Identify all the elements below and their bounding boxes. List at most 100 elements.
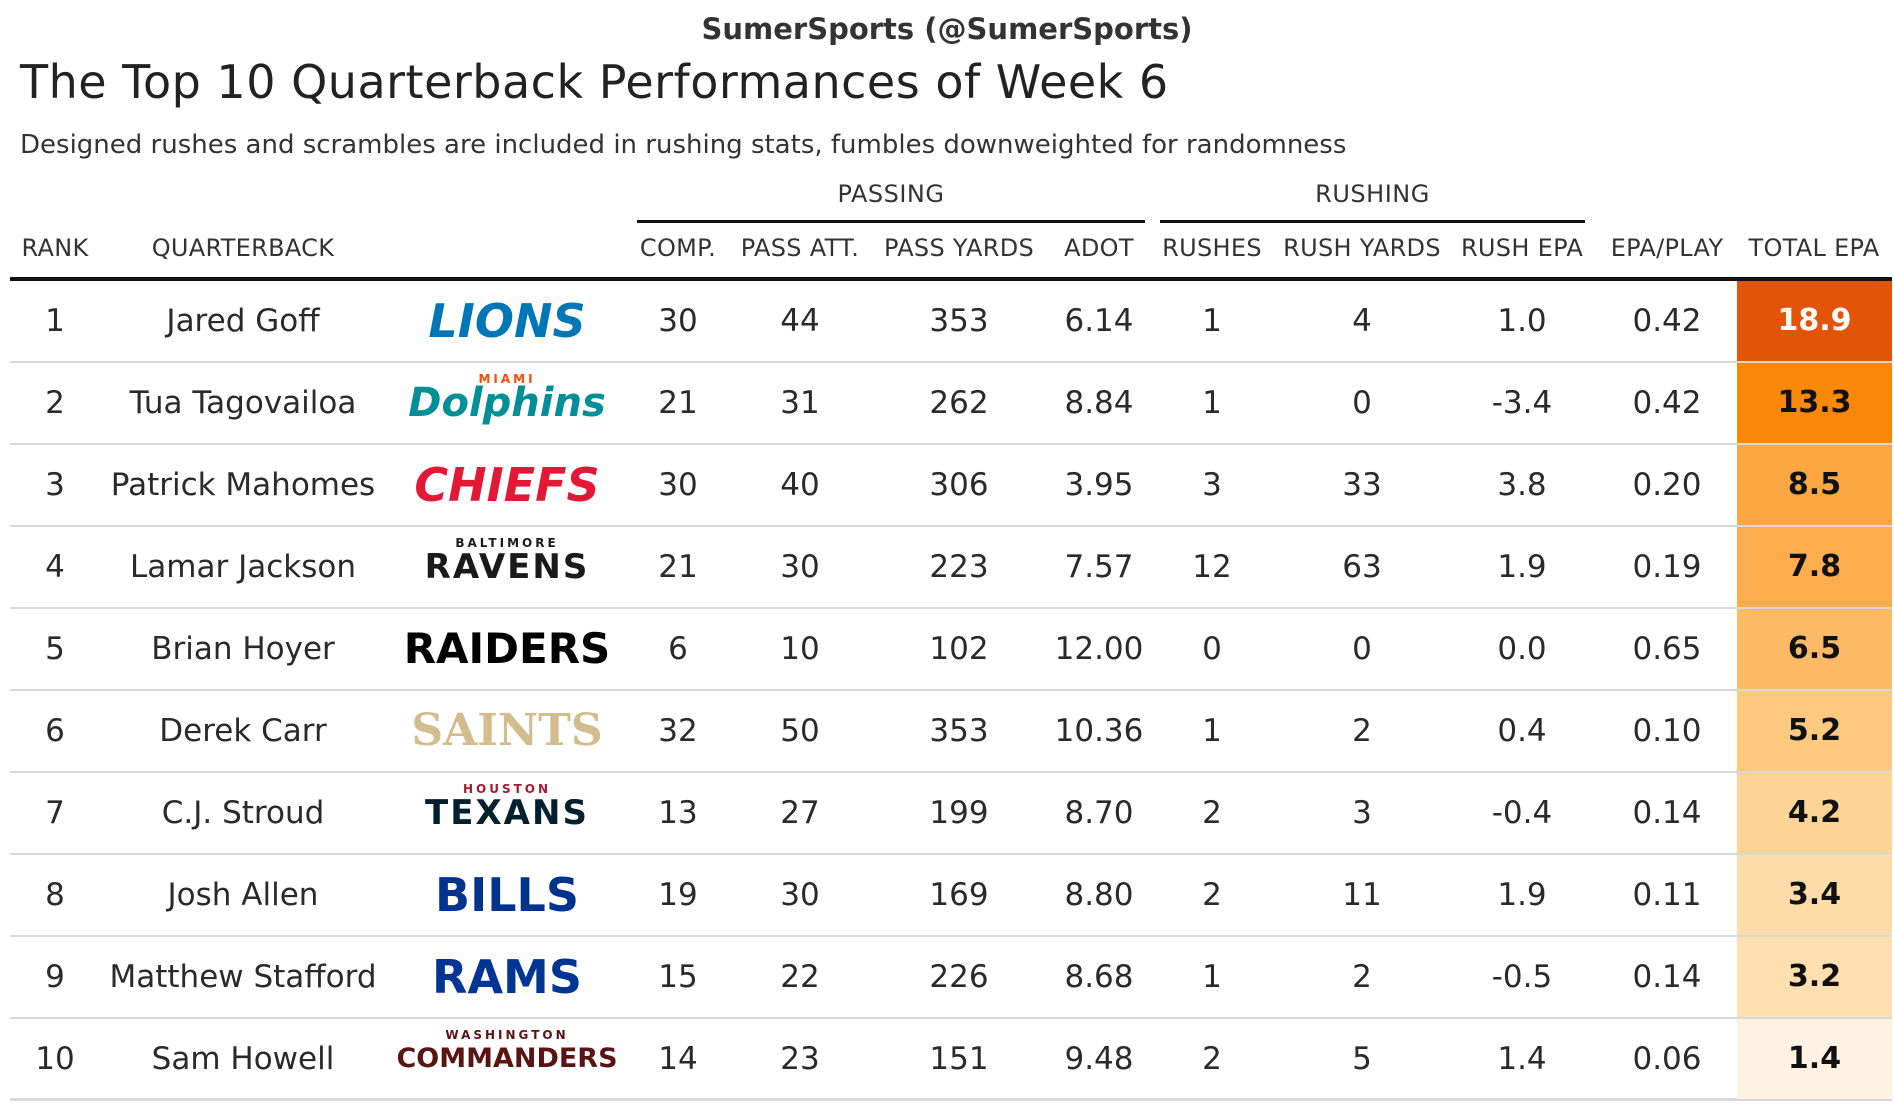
epa-per-play-cell: 0.14 bbox=[1632, 795, 1702, 831]
comp-cell: 30 bbox=[658, 303, 698, 339]
pass-yards-cell: 223 bbox=[929, 549, 989, 585]
pass-yards-cell: 169 bbox=[929, 877, 989, 913]
rushes-cell: 1 bbox=[1202, 303, 1222, 339]
rushes-cell: 2 bbox=[1202, 1041, 1222, 1077]
team-logo-wordmark: TEXANS bbox=[425, 793, 589, 833]
total-epa-cell: 3.4 bbox=[1737, 855, 1892, 935]
rushes-cell: 2 bbox=[1202, 877, 1222, 913]
pass-att-cell: 27 bbox=[780, 795, 820, 831]
rank-cell: 1 bbox=[45, 303, 65, 339]
epa-per-play-cell: 0.10 bbox=[1632, 713, 1702, 749]
pass-yards-cell: 353 bbox=[929, 713, 989, 749]
team-logo-wordmark: Dolphins bbox=[408, 380, 606, 426]
group-header-rushing: RUSHING bbox=[1160, 180, 1585, 223]
epa-per-play-cell: 0.42 bbox=[1632, 385, 1702, 421]
pass-att-cell: 31 bbox=[780, 385, 820, 421]
rushes-cell: 1 bbox=[1202, 959, 1222, 995]
team-logo-wordmark: LIONS bbox=[428, 294, 586, 348]
team-logo-wordmark: RAMS bbox=[432, 950, 582, 1004]
pass-yards-cell: 102 bbox=[929, 631, 989, 667]
quarterback-cell: Brian Hoyer bbox=[151, 631, 335, 667]
group-rule-rushing bbox=[1160, 220, 1585, 223]
team-logo-wordmark: SAINTS bbox=[411, 705, 603, 756]
table-row: 2 Tua Tagovailoa 21 31 262 8.84 1 0 -3.4 0.42 MIAM… bbox=[10, 363, 1892, 445]
table-row: 5 Brian Hoyer 6 10 102 12.00 0 0 0.0 0.65 RAIDERS 6… bbox=[10, 609, 1892, 691]
header-adot: ADOT bbox=[1064, 234, 1134, 262]
header-rush-epa: RUSH EPA bbox=[1460, 234, 1584, 262]
rush-epa-cell: 0.0 bbox=[1497, 631, 1547, 667]
team-logo-city: WASHINGTON bbox=[445, 1028, 569, 1042]
team-logo: WASHINGTON COMMANDERS bbox=[396, 1019, 617, 1099]
qb-table-body: 1 Jared Goff 30 44 353 6.14 1 4 1.0 0.42 LIONS 18.9… bbox=[10, 281, 1892, 1101]
quarterback-cell: Jared Goff bbox=[166, 303, 320, 339]
group-rule-passing bbox=[637, 220, 1145, 223]
total-epa-cell: 8.5 bbox=[1737, 445, 1892, 525]
quarterback-cell: Patrick Mahomes bbox=[110, 467, 376, 503]
pass-yards-cell: 199 bbox=[929, 795, 989, 831]
team-logo: CHIEFS bbox=[414, 445, 599, 525]
epa-per-play-cell: 0.19 bbox=[1632, 549, 1702, 585]
source-credit: SumerSports (@SumerSports) bbox=[701, 12, 1193, 46]
header-rank: RANK bbox=[21, 234, 89, 262]
total-epa-cell: 6.5 bbox=[1737, 609, 1892, 689]
header-pass-att: PASS ATT. bbox=[740, 234, 860, 262]
table-row: 4 Lamar Jackson 21 30 223 7.57 12 63 1.9 0.19 BALT… bbox=[10, 527, 1892, 609]
total-epa-cell: 18.9 bbox=[1737, 281, 1892, 361]
adot-cell: 12.00 bbox=[1054, 631, 1144, 667]
rush-yards-cell: 5 bbox=[1352, 1041, 1372, 1077]
team-logo-wordmark: RAVENS bbox=[424, 547, 590, 587]
epa-per-play-cell: 0.14 bbox=[1632, 959, 1702, 995]
header-quarterback: QUARTERBACK bbox=[151, 234, 335, 262]
table-row: 8 Josh Allen 19 30 169 8.80 2 11 1.9 0.11 BILLS 3.4 bbox=[10, 855, 1892, 937]
header-epa-per-play: EPA/PLAY bbox=[1610, 234, 1724, 262]
pass-att-cell: 30 bbox=[780, 549, 820, 585]
team-logo-city: HOUSTON bbox=[462, 782, 552, 796]
rush-yards-cell: 33 bbox=[1342, 467, 1382, 503]
comp-cell: 19 bbox=[658, 877, 698, 913]
pass-yards-cell: 226 bbox=[929, 959, 989, 995]
group-label-rushing: RUSHING bbox=[1315, 180, 1430, 208]
comp-cell: 32 bbox=[658, 713, 698, 749]
rush-yards-cell: 0 bbox=[1352, 631, 1372, 667]
epa-per-play-cell: 0.11 bbox=[1632, 877, 1702, 913]
rush-yards-cell: 4 bbox=[1352, 303, 1372, 339]
rushes-cell: 0 bbox=[1202, 631, 1222, 667]
rush-epa-cell: 1.9 bbox=[1497, 549, 1547, 585]
rushes-cell: 1 bbox=[1202, 385, 1222, 421]
quarterback-cell: C.J. Stroud bbox=[161, 795, 325, 831]
team-logo: SAINTS bbox=[411, 691, 602, 771]
rush-yards-cell: 2 bbox=[1352, 713, 1372, 749]
table-row: 10 Sam Howell 14 23 151 9.48 2 5 1.4 0.06 WASHINGT… bbox=[10, 1019, 1892, 1101]
rank-cell: 9 bbox=[45, 959, 65, 995]
adot-cell: 7.57 bbox=[1064, 549, 1134, 585]
pass-yards-cell: 353 bbox=[929, 303, 989, 339]
epa-per-play-cell: 0.06 bbox=[1632, 1041, 1702, 1077]
rush-epa-cell: 3.8 bbox=[1497, 467, 1547, 503]
epa-per-play-cell: 0.20 bbox=[1632, 467, 1702, 503]
adot-cell: 8.68 bbox=[1064, 959, 1134, 995]
total-epa-cell: 13.3 bbox=[1737, 363, 1892, 443]
rushes-cell: 2 bbox=[1202, 795, 1222, 831]
header-rush-yards: RUSH YARDS bbox=[1283, 234, 1441, 262]
page-title: The Top 10 Quarterback Performances of W… bbox=[20, 55, 1169, 109]
rush-yards-cell: 3 bbox=[1352, 795, 1372, 831]
rush-yards-cell: 63 bbox=[1342, 549, 1382, 585]
team-logo: HOUSTON TEXANS bbox=[425, 773, 589, 853]
header-pass-yards: PASS YARDS bbox=[883, 234, 1035, 262]
comp-cell: 14 bbox=[658, 1041, 698, 1077]
pass-att-cell: 23 bbox=[780, 1041, 820, 1077]
comp-cell: 21 bbox=[658, 549, 698, 585]
rank-cell: 6 bbox=[45, 713, 65, 749]
page-subtitle: Designed rushes and scrambles are includ… bbox=[20, 130, 1347, 160]
table-row: 3 Patrick Mahomes 30 40 306 3.95 3 33 3.8 0.20 CHI… bbox=[10, 445, 1892, 527]
quarterback-cell: Lamar Jackson bbox=[130, 549, 356, 585]
adot-cell: 8.84 bbox=[1064, 385, 1134, 421]
team-logo-wordmark: CHIEFS bbox=[414, 458, 600, 512]
adot-cell: 6.14 bbox=[1064, 303, 1134, 339]
comp-cell: 30 bbox=[658, 467, 698, 503]
quarterback-cell: Sam Howell bbox=[151, 1041, 335, 1077]
pass-att-cell: 40 bbox=[780, 467, 820, 503]
rank-cell: 4 bbox=[45, 549, 65, 585]
group-header-passing: PASSING bbox=[637, 180, 1145, 223]
pass-yards-cell: 151 bbox=[929, 1041, 989, 1077]
